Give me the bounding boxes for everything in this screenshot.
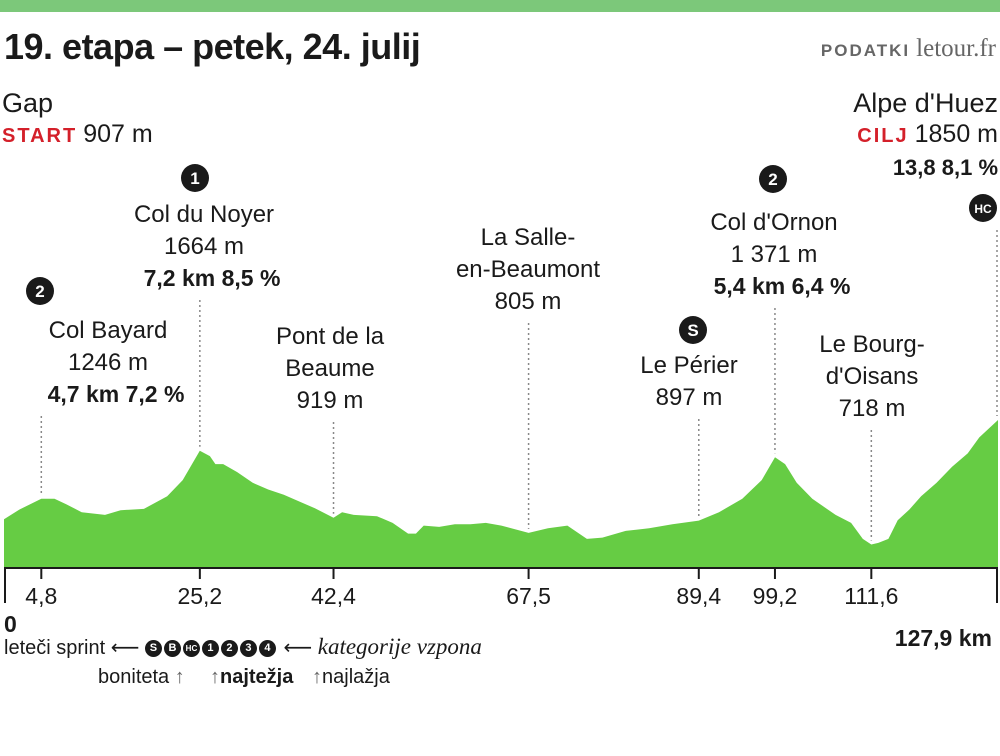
x-tick-label: 99,2 bbox=[753, 583, 798, 609]
climb-elevation-label: 1664 m bbox=[164, 233, 244, 260]
climb-name-label: en-Beaumont bbox=[456, 256, 600, 283]
legend-badge-b: B bbox=[163, 640, 181, 658]
legend-row-badges: leteči sprint ⟵ S B HC 1 2 3 4 ⟵ kategorije vz… bbox=[4, 634, 482, 660]
start-elevation: 907 m bbox=[83, 120, 153, 148]
legend-badges: S B HC 1 2 3 4 bbox=[144, 637, 278, 659]
category-badge-text: 2 bbox=[768, 170, 777, 189]
page-title: 19. etapa – petek, 24. julij bbox=[4, 26, 421, 67]
climb-elevation-label: 805 m bbox=[495, 288, 562, 315]
climb-name-label: Beaume bbox=[285, 355, 374, 382]
finish-elevation: 1850 m bbox=[914, 120, 998, 148]
climb-elevation-label: 897 m bbox=[656, 384, 723, 411]
start-tag: START bbox=[2, 125, 78, 147]
climb-name-label: d'Oisans bbox=[826, 363, 919, 390]
profile-area bbox=[4, 420, 998, 567]
legend-badge-s: S bbox=[144, 640, 162, 658]
x-tick-label: 127,9 km bbox=[895, 625, 992, 651]
climb-elevation-label: 718 m bbox=[839, 395, 906, 422]
x-tick-label: 89,4 bbox=[676, 583, 721, 609]
x-tick-label: 4,8 bbox=[25, 583, 57, 609]
climb-name-label: Col du Noyer bbox=[134, 201, 274, 228]
source-credit: PODATKI letour.fr bbox=[821, 34, 996, 63]
left-arrow-icon: ⟵ bbox=[110, 637, 140, 659]
legend-badge-3: 3 bbox=[239, 640, 257, 658]
climb-name-label: Pont de la bbox=[276, 323, 385, 350]
legend-badge-hc: HC bbox=[182, 640, 200, 658]
legend-badge-2: 2 bbox=[220, 640, 238, 658]
left-arrow-icon: ⟵ bbox=[283, 637, 313, 659]
climb-elevation-label: 1 371 m bbox=[731, 241, 818, 268]
climb-name-label: Le Bourg- bbox=[819, 331, 924, 358]
x-tick-label: 42,4 bbox=[311, 583, 356, 609]
finish-climb: 13,8 8,1 % bbox=[892, 155, 998, 180]
legend-hardest: ↑najtežja bbox=[210, 666, 294, 688]
category-badge bbox=[969, 194, 997, 222]
legend-sprint-label: leteči sprint bbox=[4, 637, 106, 659]
source-site: letour.fr bbox=[916, 35, 996, 62]
climb-elevation-label: 1246 m bbox=[68, 349, 148, 376]
climb-name-label: La Salle- bbox=[481, 224, 576, 251]
climb-name-label: Col Bayard bbox=[49, 317, 168, 344]
category-badge bbox=[26, 277, 54, 305]
finish-place: Alpe d'Huez bbox=[853, 88, 998, 118]
x-tick-label: 111,6 bbox=[844, 583, 898, 609]
top-accent-bar bbox=[0, 0, 1000, 12]
start-block: Gap START 907 m bbox=[2, 88, 153, 152]
x-tick-label: 0 bbox=[4, 611, 17, 637]
category-badge-text: 1 bbox=[190, 169, 199, 188]
climb-gradient-label: 7,2 km 8,5 % bbox=[144, 265, 281, 291]
climb-gradient-label: 5,4 km 6,4 % bbox=[714, 273, 851, 299]
legend-badge-4: 4 bbox=[258, 640, 276, 658]
finish-block: Alpe d'Huez CILJ 1850 m 13,8 8,1 % bbox=[853, 88, 998, 183]
legend-badge-1: 1 bbox=[201, 640, 219, 658]
climb-name-label: Col d'Ornon bbox=[710, 209, 837, 236]
start-place: Gap bbox=[2, 88, 54, 118]
legend-bonus: boniteta ↑ bbox=[98, 666, 185, 688]
x-tick-label: 67,5 bbox=[506, 583, 551, 609]
climb-name-label: Le Périer bbox=[640, 352, 737, 379]
category-badge bbox=[759, 165, 787, 193]
category-badge bbox=[679, 316, 707, 344]
category-badge-text: S bbox=[687, 321, 698, 340]
finish-tag: CILJ bbox=[857, 125, 909, 147]
legend-categories-label: kategorije vzpona bbox=[317, 634, 482, 659]
category-badge bbox=[181, 164, 209, 192]
category-badge-text: HC bbox=[974, 202, 992, 216]
x-tick-label: 25,2 bbox=[177, 583, 222, 609]
climb-gradient-label: 4,7 km 7,2 % bbox=[48, 381, 185, 407]
legend-easiest: ↑najlažja bbox=[312, 666, 390, 688]
climb-elevation-label: 919 m bbox=[297, 387, 364, 414]
category-badge-text: 2 bbox=[35, 282, 44, 301]
source-label: PODATKI bbox=[820, 41, 911, 60]
